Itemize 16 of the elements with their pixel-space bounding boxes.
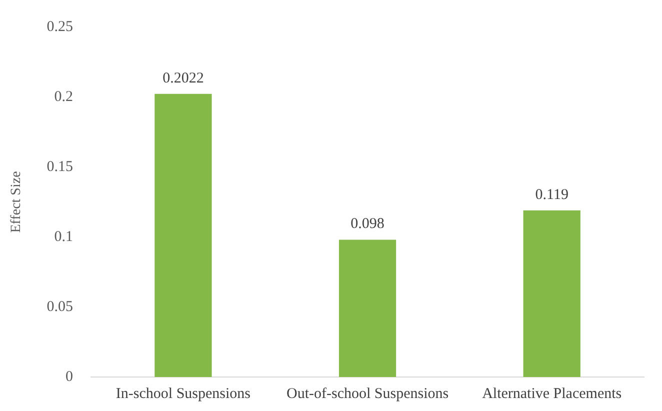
y-tick-label: 0.2 [54,88,74,105]
data-label: 0.2022 [162,70,204,86]
data-label: 0.119 [535,186,568,203]
y-tick-label: 0.05 [46,298,74,315]
bar [523,210,580,377]
y-tick-label: 0.25 [46,18,74,35]
y-tick-label: 0 [66,368,74,385]
y-axis-title: Effect Size [9,171,24,233]
bar [338,240,396,377]
y-tick-label: 0.1 [54,228,74,245]
x-tick-label: In-school Suspensions [116,386,251,402]
x-tick-label: Out-of-school Suspensions [286,386,449,402]
bar [154,94,212,377]
data-label: 0.098 [350,216,384,232]
x-tick-label: Alternative Placements [482,386,622,402]
y-tick-label: 0.15 [46,158,74,175]
